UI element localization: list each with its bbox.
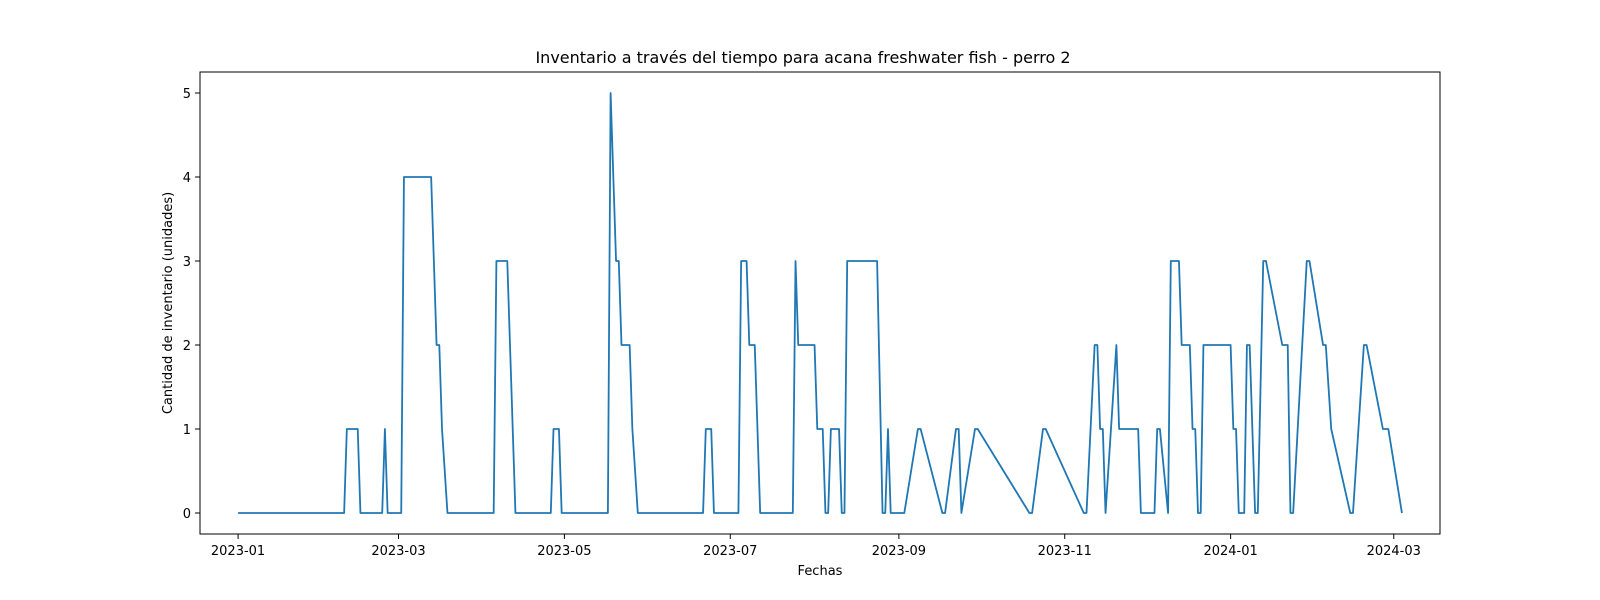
x-tick-label: 2023-09 [872,544,926,559]
y-tick-label: 5 [183,87,191,102]
y-axis-ticks: 0 1 2 3 4 5 [183,87,200,522]
chart-title: Inventario a través del tiempo para acan… [535,48,1070,67]
x-tick-label: 2023-03 [371,544,425,559]
x-tick-label: 2023-07 [703,544,757,559]
y-axis-label: Cantidad de inventario (unidades) [161,192,176,414]
x-axis-ticks: 2023-01 2023-03 2023-05 2023-07 2023-09 2023-… [211,534,1421,559]
x-axis-label: Fechas [798,564,843,579]
y-tick-label: 2 [183,339,191,354]
x-tick-label: 2023-01 [211,544,265,559]
x-tick-label: 2024-03 [1367,544,1421,559]
y-tick-label: 3 [183,255,191,270]
series-line [238,92,1403,514]
y-tick-label: 1 [183,423,191,438]
x-tick-label: 2023-11 [1038,544,1092,559]
y-tick-label: 4 [183,171,191,186]
plot-area [238,92,1403,514]
x-tick-label: 2023-05 [537,544,591,559]
y-tick-label: 0 [183,507,191,522]
x-tick-label: 2024-01 [1203,544,1257,559]
axes-frame [199,71,1441,535]
